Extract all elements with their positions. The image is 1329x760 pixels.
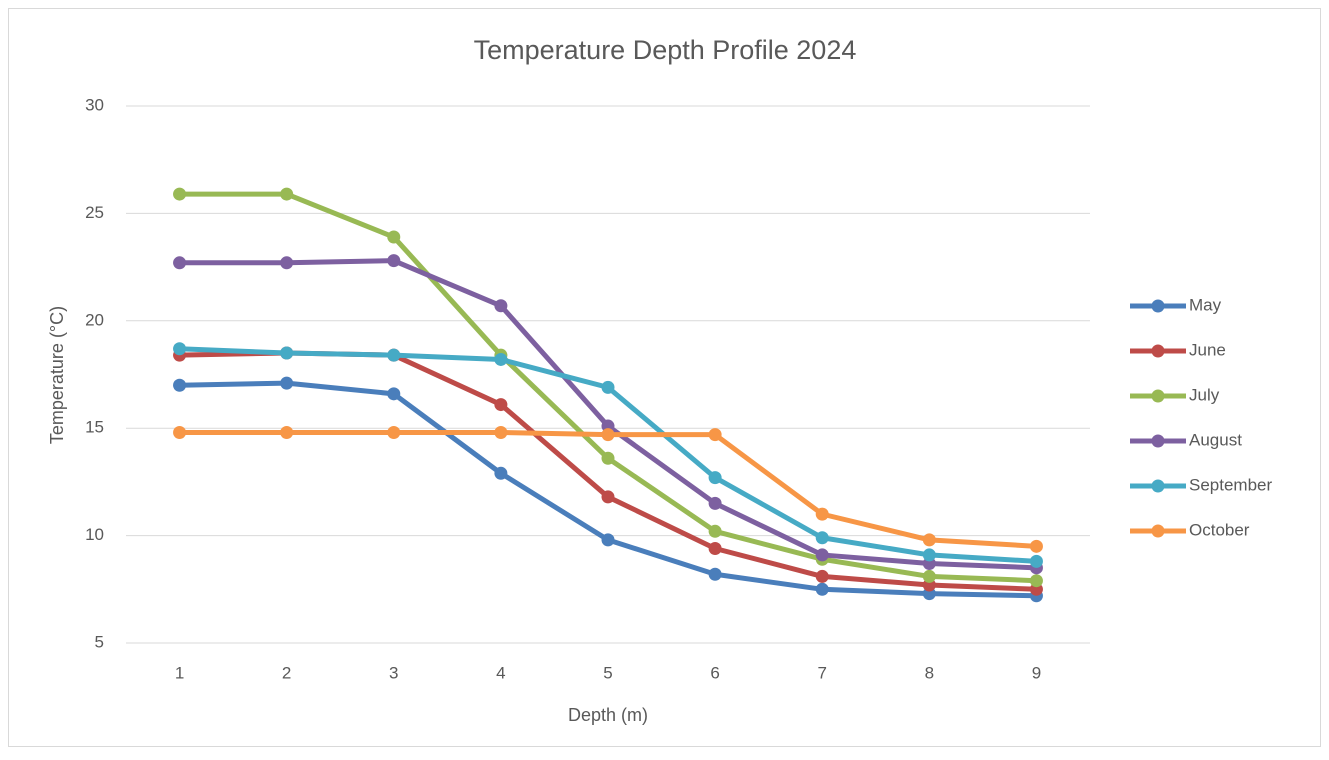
legend-marker: [1151, 299, 1165, 313]
legend-marker: [1151, 389, 1165, 403]
x-tick-label: 1: [175, 663, 184, 682]
data-point: [601, 451, 615, 465]
x-tick-label: 9: [1032, 663, 1041, 682]
chart-border: [8, 8, 1321, 747]
data-point: [280, 256, 294, 270]
data-point: [280, 425, 294, 439]
data-point: [387, 348, 401, 362]
x-axis-label: Depth (m): [568, 705, 648, 725]
data-point: [173, 342, 187, 356]
data-point: [815, 548, 829, 562]
legend-label: July: [1189, 385, 1220, 404]
legend-marker: [1151, 344, 1165, 358]
x-tick-label: 4: [496, 663, 505, 682]
data-point: [601, 380, 615, 394]
data-point: [173, 425, 187, 439]
data-point: [922, 533, 936, 547]
data-point: [494, 466, 508, 480]
data-point: [815, 507, 829, 521]
data-point: [708, 567, 722, 581]
chart-title: Temperature Depth Profile 2024: [474, 35, 857, 65]
data-point: [387, 254, 401, 268]
data-point: [494, 425, 508, 439]
data-point: [601, 490, 615, 504]
legend-marker: [1151, 479, 1165, 493]
y-tick-label: 25: [85, 203, 104, 222]
data-point: [1029, 539, 1043, 553]
data-point: [601, 533, 615, 547]
data-point: [708, 541, 722, 555]
legend-label: June: [1189, 340, 1226, 359]
y-tick-label: 5: [95, 632, 104, 651]
data-point: [173, 187, 187, 201]
data-point: [815, 569, 829, 583]
data-point: [708, 471, 722, 485]
y-tick-label: 20: [85, 310, 104, 329]
x-tick-label: 5: [603, 663, 612, 682]
data-point: [708, 496, 722, 510]
data-point: [173, 378, 187, 392]
x-tick-label: 7: [817, 663, 826, 682]
data-point: [494, 299, 508, 313]
data-point: [815, 531, 829, 545]
data-point: [922, 569, 936, 583]
legend-label: September: [1189, 475, 1272, 494]
data-point: [1029, 574, 1043, 588]
data-point: [601, 428, 615, 442]
legend-marker: [1151, 434, 1165, 448]
x-tick-label: 8: [925, 663, 934, 682]
data-point: [387, 230, 401, 244]
legend-label: August: [1189, 430, 1242, 449]
data-point: [494, 352, 508, 366]
x-tick-label: 2: [282, 663, 291, 682]
data-point: [173, 256, 187, 270]
data-point: [708, 524, 722, 538]
x-tick-label: 6: [710, 663, 719, 682]
data-point: [387, 425, 401, 439]
data-point: [280, 187, 294, 201]
data-point: [280, 376, 294, 390]
legend-label: October: [1189, 520, 1250, 539]
data-point: [494, 398, 508, 412]
legend-marker: [1151, 524, 1165, 538]
data-point: [1029, 554, 1043, 568]
y-tick-label: 15: [85, 418, 104, 437]
data-point: [815, 582, 829, 596]
data-point: [708, 428, 722, 442]
data-point: [922, 548, 936, 562]
y-tick-label: 10: [85, 525, 104, 544]
data-point: [280, 346, 294, 360]
data-point: [387, 387, 401, 401]
y-axis-label: Temperature (°C): [47, 306, 67, 444]
x-tick-label: 3: [389, 663, 398, 682]
legend-label: May: [1189, 295, 1222, 314]
y-tick-label: 30: [85, 95, 104, 114]
